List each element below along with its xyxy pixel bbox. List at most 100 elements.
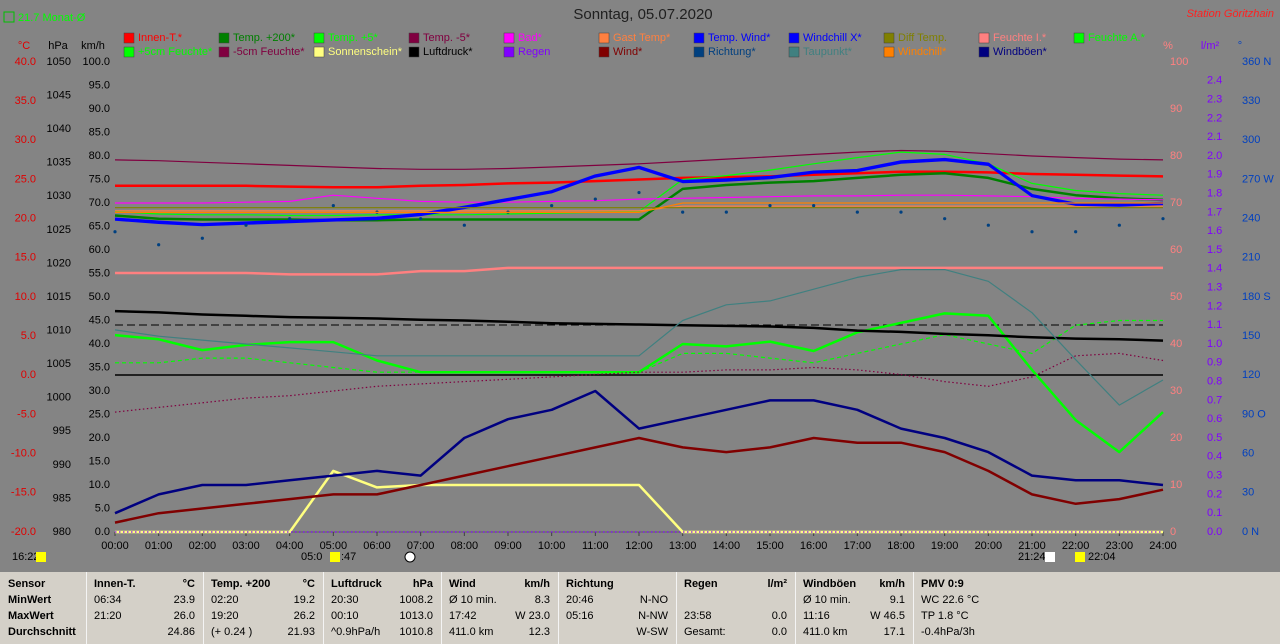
chart-title: Sonntag, 05.07.2020 <box>573 6 712 23</box>
direction-dot <box>113 230 117 234</box>
cell-left: (+ 0.24 ) <box>211 626 253 638</box>
direction-dot <box>637 190 641 195</box>
x-tick-label: 16:00 <box>800 540 828 552</box>
col-unit: km/h <box>524 578 550 590</box>
direction-dot <box>768 204 772 208</box>
x-tick-label: 10:00 <box>538 540 566 552</box>
y-tick-label: 0.8 <box>1207 376 1222 388</box>
series-line <box>114 312 1164 454</box>
cell-left: 17:42 <box>449 610 477 622</box>
legend-label: Temp. +5* <box>328 32 379 44</box>
y-tick-label: 50.0 <box>89 291 110 303</box>
direction-dot <box>462 223 466 227</box>
x-tick-label: 14:00 <box>713 540 741 552</box>
y-tick-label: 1.9 <box>1207 169 1222 181</box>
row-label: MinWert <box>8 594 52 606</box>
cell-left: 05:16 <box>566 610 594 622</box>
y-tick-label: 0 N <box>1242 526 1259 538</box>
col-title: PMV 0:9 <box>921 578 964 590</box>
legend-swatch <box>218 32 230 44</box>
legend-label: Windchill* <box>898 46 947 58</box>
legend-label: Windböen* <box>993 46 1048 58</box>
y-tick-label: 0.6 <box>1207 413 1222 425</box>
cell-left: 411.0 km <box>803 626 848 638</box>
legend-swatch <box>693 32 705 44</box>
y-tick-label: 90.0 <box>89 103 110 115</box>
legend-label: Innen-T.* <box>138 32 183 44</box>
col-sep <box>323 572 324 644</box>
y-tick-label: 1.1 <box>1207 319 1222 331</box>
y-tick-label: 20.0 <box>15 213 36 225</box>
y-tick-label: 1005 <box>47 358 71 370</box>
cell-left: 11:16 <box>803 610 830 622</box>
y-tick-label: -15.0 <box>11 487 36 499</box>
sun-icon <box>1045 552 1055 562</box>
direction-dot <box>986 223 990 227</box>
y-tick-label: 0.0 <box>95 526 110 538</box>
y-tick-label: 1025 <box>47 224 71 236</box>
axis-unit: hPa <box>48 40 68 52</box>
series-line <box>114 389 1164 515</box>
direction-dot <box>200 236 204 240</box>
y-tick-label: 180 S <box>1242 291 1271 303</box>
y-tick-label: 85.0 <box>89 126 110 138</box>
legend-swatch <box>693 46 705 58</box>
x-tick-label: 11:00 <box>582 540 609 552</box>
cell-right: 1013.0 <box>399 610 433 622</box>
legend-label: -5cm Feuchte* <box>233 46 305 58</box>
x-tick-label: 21:00 <box>1018 540 1046 552</box>
col-title: Luftdruck <box>331 578 382 590</box>
y-tick-label: 50 <box>1170 291 1182 303</box>
y-tick-label: 0.9 <box>1207 357 1222 369</box>
x-tick-label: 24:00 <box>1149 540 1177 552</box>
direction-dot <box>1117 223 1121 227</box>
legend-label: +5cm Feuchte* <box>138 46 213 58</box>
y-tick-label: 65.0 <box>89 220 110 232</box>
direction-dot <box>331 204 335 208</box>
x-tick-label: 07:00 <box>407 540 435 552</box>
legend-label: Feuchte A.* <box>1088 32 1146 44</box>
legend-label: Taupunkt* <box>803 46 853 58</box>
sun-icon <box>36 552 46 562</box>
y-tick-label: 20 <box>1170 432 1182 444</box>
y-tick-label: 1050 <box>47 56 71 68</box>
x-tick-label: 18:00 <box>887 540 915 552</box>
direction-dot <box>157 243 161 247</box>
legend-swatch <box>123 46 135 58</box>
time-note: 22:04 <box>1088 551 1116 563</box>
axis-unit: ° <box>1238 40 1242 52</box>
axis-unit: % <box>1163 40 1173 52</box>
time-note: 05:0 <box>301 551 322 563</box>
y-tick-label: 1040 <box>47 123 71 135</box>
y-tick-label: 995 <box>53 425 71 437</box>
chart: 21.7 Monat-Ø Sonntag, 05.07.2020 Station… <box>3 6 1274 563</box>
legend-label: Luftdruck* <box>423 46 473 58</box>
y-tick-label: 0.5 <box>1207 432 1222 444</box>
y-tick-label: 10 <box>1170 479 1182 491</box>
series-line <box>114 269 1164 406</box>
y-tick-label: 150 <box>1242 330 1260 342</box>
row-label: MaxWert <box>8 610 54 622</box>
cell-left: ^0.9hPa/h <box>331 626 381 638</box>
y-tick-label: 2.1 <box>1207 131 1222 143</box>
legend-label: Feuchte I.* <box>993 32 1047 44</box>
y-tick-label: 90 <box>1170 103 1182 115</box>
col-title: Innen-T. <box>94 578 136 590</box>
series-line <box>115 319 1163 373</box>
direction-dot <box>1074 230 1078 234</box>
y-tick-label: 70 <box>1170 197 1182 209</box>
col-sep <box>913 572 914 644</box>
y-tick-label: 30.0 <box>15 134 36 146</box>
x-tick-label: 12:00 <box>625 540 653 552</box>
y-tick-label: 330 <box>1242 95 1260 107</box>
cell-right: 0.0 <box>771 626 787 638</box>
y-tick-label: 1010 <box>47 324 71 336</box>
y-tick-label: 2.4 <box>1207 75 1222 87</box>
y-tick-label: 100.0 <box>82 56 110 68</box>
sun-icon <box>1075 552 1085 562</box>
y-tick-label: 35.0 <box>89 361 110 373</box>
y-tick-label: 80 <box>1170 150 1182 162</box>
legend-label: Temp. +200* <box>233 32 296 44</box>
series-line <box>114 436 1164 524</box>
y-tick-label: 1.4 <box>1207 263 1222 275</box>
